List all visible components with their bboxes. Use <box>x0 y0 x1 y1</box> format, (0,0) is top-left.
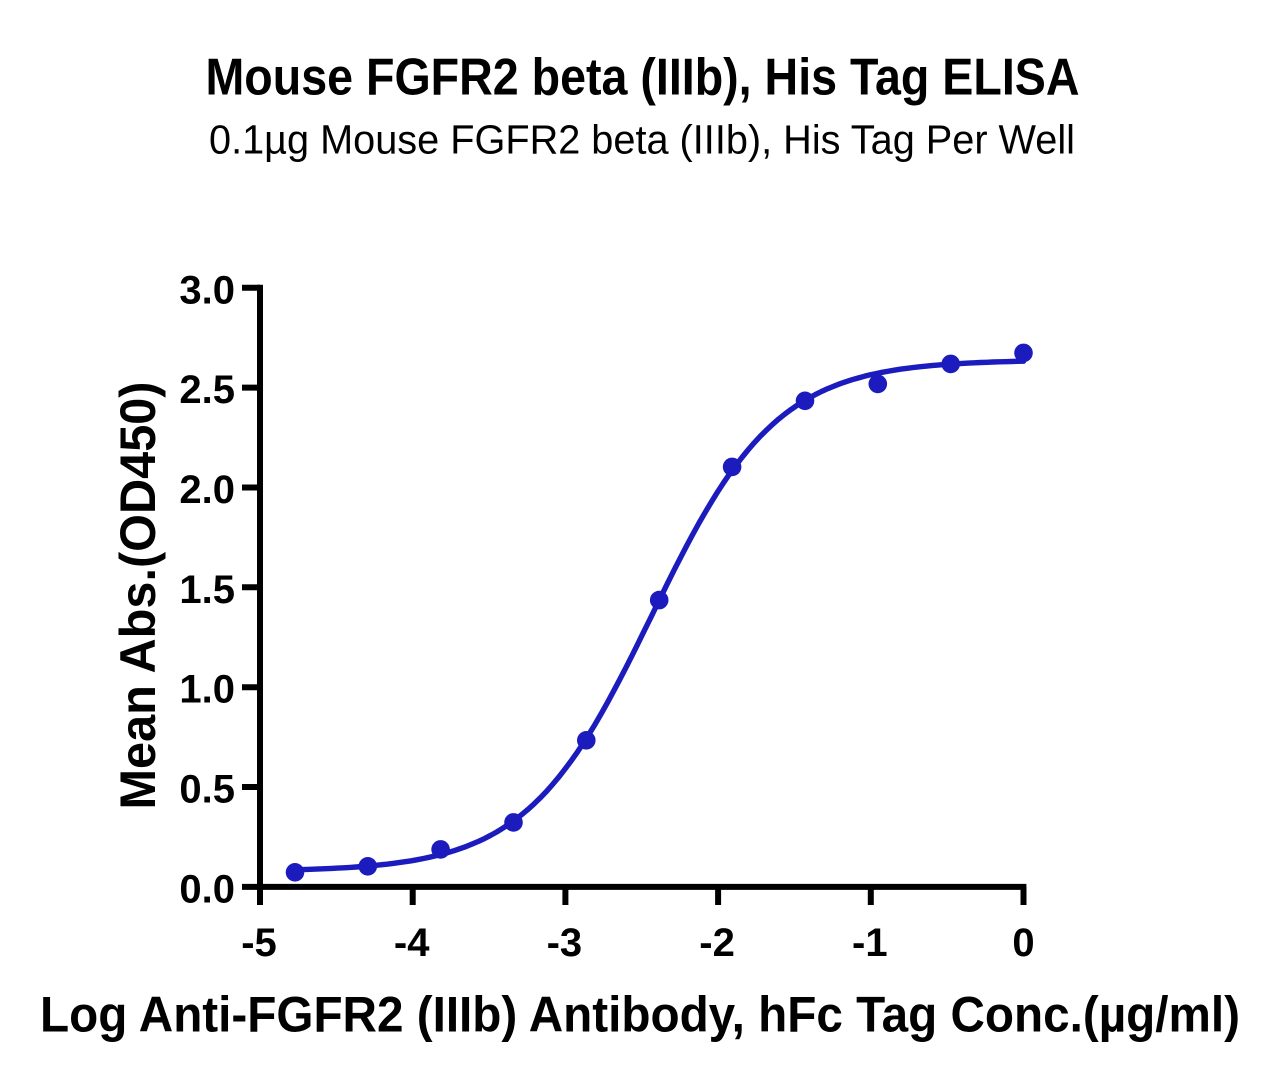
svg-text:Mouse FGFR2 beta (IIIb), His T: Mouse FGFR2 beta (IIIb), His Tag ELISA <box>206 49 1080 107</box>
svg-text:0.0: 0.0 <box>179 867 235 911</box>
svg-text:2.0: 2.0 <box>179 468 235 512</box>
svg-text:2.5: 2.5 <box>179 368 235 412</box>
svg-text:1.0: 1.0 <box>179 668 235 712</box>
svg-text:-5: -5 <box>241 921 277 965</box>
svg-text:Log Anti-FGFR2 (IIIb) Antibody: Log Anti-FGFR2 (IIIb) Antibody, hFc Tag … <box>40 987 1240 1043</box>
svg-text:-4: -4 <box>394 921 430 965</box>
svg-text:-1: -1 <box>852 921 888 965</box>
svg-text:0.1µg Mouse FGFR2 beta (IIIb),: 0.1µg Mouse FGFR2 beta (IIIb), His Tag P… <box>209 117 1075 163</box>
svg-text:Mean Abs.(OD450): Mean Abs.(OD450) <box>110 382 166 810</box>
svg-text:3.0: 3.0 <box>179 268 235 312</box>
svg-text:0.5: 0.5 <box>179 768 235 812</box>
svg-text:1.5: 1.5 <box>179 568 235 612</box>
svg-text:0: 0 <box>1012 921 1034 965</box>
svg-text:-3: -3 <box>547 921 583 965</box>
svg-text:-2: -2 <box>699 921 735 965</box>
